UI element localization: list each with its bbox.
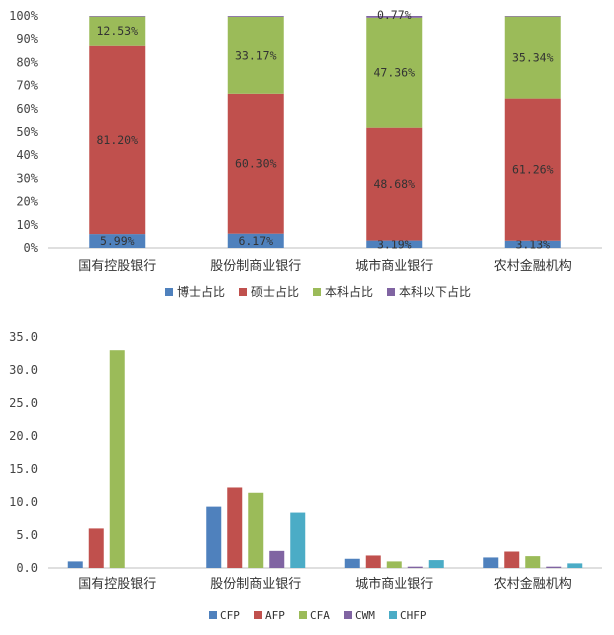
legend-swatch (344, 611, 352, 619)
certification-bar-chart: 0.0 5.0 10.0 15.0 20.0 25.0 30.0 35.0 国有控股银行 股份制商… (9, 330, 602, 622)
data-label: 81.20% (96, 133, 138, 147)
data-label: 47.36% (373, 66, 415, 80)
data-label: 5.99% (100, 234, 135, 248)
bar (567, 563, 583, 568)
y-tick-label: 5.0 (16, 528, 38, 542)
bar (290, 512, 306, 568)
y-tick-label: 80% (16, 55, 38, 69)
data-label: 6.17% (238, 234, 273, 248)
data-label: 12.53% (96, 24, 138, 38)
y-tick-label: 100% (9, 9, 39, 23)
bar (428, 560, 444, 568)
bar-segment (89, 16, 146, 46)
data-label: 33.17% (235, 48, 277, 62)
data-label: 60.30% (235, 157, 277, 171)
bar (206, 506, 222, 568)
category-label: 农村金融机构 (494, 258, 572, 274)
legend-swatch (387, 288, 395, 296)
bar-segment (227, 93, 284, 234)
category-label: 城市商业银行 (355, 258, 433, 274)
bar-segment (504, 98, 561, 241)
legend-label: CWM (355, 609, 375, 622)
legend-swatch (209, 611, 217, 619)
category-label: 股份制商业银行 (210, 259, 301, 274)
legend-label: CFP (220, 609, 240, 622)
y-tick-label: 0% (24, 241, 39, 255)
bar (109, 350, 125, 568)
legend-swatch (299, 611, 307, 619)
data-label: 0.77% (377, 8, 412, 22)
legend-swatch (165, 288, 173, 296)
bar-segment (89, 16, 146, 17)
y-tick-label: 70% (16, 79, 38, 93)
data-label: 35.34% (512, 51, 554, 65)
bar (67, 561, 83, 568)
bar (248, 492, 264, 568)
bar-segment (227, 16, 284, 17)
bar-segment (366, 127, 423, 241)
y-tick-label: 20% (16, 195, 38, 209)
y-tick-label: 25.0 (9, 396, 38, 410)
bar-segment (504, 16, 561, 99)
category-label: 股份制商业银行 (210, 577, 301, 592)
bar-segment (227, 16, 284, 94)
data-label: 61.26% (512, 163, 554, 177)
bar (88, 528, 104, 568)
legend-label: CFA (310, 609, 330, 622)
legend-swatch (313, 288, 321, 296)
bar-segment (366, 16, 423, 18)
legend-label: AFP (265, 609, 285, 622)
legend-label: 硕士占比 (251, 284, 299, 299)
stacked-education-chart: 0% 10% 20% 30% 40% 50% 60% 70% 80% 90% 100% 5.99% 81… (9, 8, 602, 299)
bar (344, 558, 360, 568)
y-tick-label: 0.0 (16, 561, 38, 575)
category-label: 农村金融机构 (494, 576, 572, 592)
bar-segment (89, 45, 146, 235)
bar (504, 551, 520, 568)
y-tick-label: 10% (16, 218, 38, 232)
y-tick-label: 60% (16, 102, 38, 116)
legend-swatch (254, 611, 262, 619)
category-label: 城市商业银行 (355, 576, 433, 592)
legend-label: CHFP (400, 609, 427, 622)
bar-segment (89, 234, 146, 248)
legend-swatch (389, 611, 397, 619)
bar (365, 555, 381, 568)
bar-segment (366, 240, 423, 248)
y-tick-label: 30.0 (9, 363, 38, 377)
category-label: 国有控股银行 (78, 259, 156, 274)
bar (227, 487, 243, 568)
y-tick-label: 15.0 (9, 462, 38, 476)
bar-segment (366, 17, 423, 128)
legend-label: 本科以下占比 (399, 284, 471, 299)
bar (407, 566, 423, 568)
bar (525, 556, 541, 568)
y-tick-label: 10.0 (9, 495, 38, 509)
bar-segment (504, 16, 561, 17)
bar-segment (227, 233, 284, 248)
data-label: 3.19% (377, 237, 412, 251)
data-label: 48.68% (373, 177, 415, 191)
legend-label: 博士占比 (177, 284, 225, 299)
legend-swatch (239, 288, 247, 296)
y-tick-label: 50% (16, 125, 38, 139)
y-tick-label: 20.0 (9, 429, 38, 443)
legend-label: 本科占比 (325, 284, 373, 299)
y-tick-label: 40% (16, 148, 38, 162)
y-tick-label: 90% (16, 32, 38, 46)
y-tick-label: 35.0 (9, 330, 38, 344)
bar (386, 561, 402, 568)
bar-segment (504, 240, 561, 248)
y-tick-label: 30% (16, 171, 38, 185)
data-label: 3.13% (515, 237, 550, 251)
category-label: 国有控股银行 (78, 577, 156, 592)
bar (546, 566, 562, 568)
bar (269, 550, 285, 568)
bar (483, 557, 499, 568)
